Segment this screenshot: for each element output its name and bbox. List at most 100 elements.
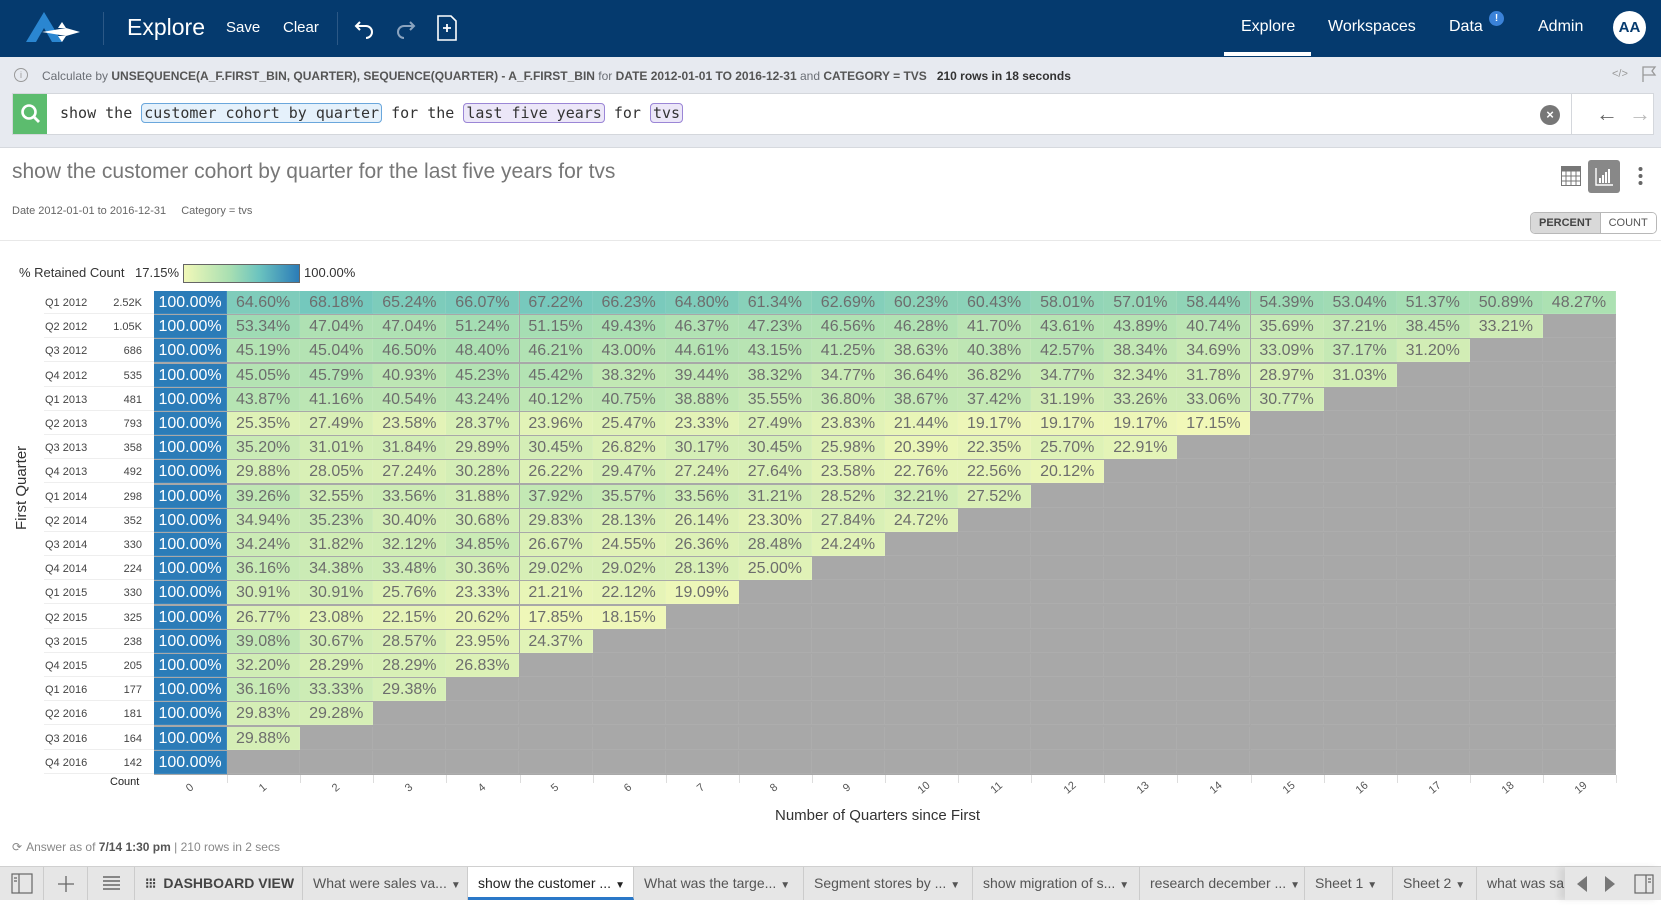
sheet-list-button[interactable] [88, 867, 135, 900]
heatmap-cell[interactable]: 45.19% [227, 339, 301, 363]
heatmap-cell[interactable]: 46.56% [811, 315, 885, 339]
heatmap-cell[interactable]: 36.64% [885, 363, 959, 387]
heatmap-cell[interactable]: 100.00% [154, 484, 228, 508]
heatmap-cell[interactable]: 28.13% [665, 557, 739, 581]
app-logo-icon[interactable] [22, 10, 82, 46]
heatmap-cell[interactable]: 20.62% [446, 605, 520, 629]
heatmap-cell[interactable]: 26.67% [519, 533, 593, 556]
heatmap-cell[interactable]: 27.64% [738, 460, 812, 484]
heatmap-cell[interactable]: 38.34% [1104, 339, 1178, 363]
clear-button[interactable]: Clear [283, 19, 319, 36]
heatmap-cell[interactable]: 33.21% [1469, 315, 1543, 339]
heatmap-cell[interactable]: 64.80% [665, 291, 739, 314]
heatmap-cell[interactable]: 100.00% [154, 557, 228, 581]
heatmap-cell[interactable]: 46.37% [665, 315, 739, 339]
heatmap-cell[interactable]: 31.19% [1031, 387, 1105, 411]
heatmap-cell[interactable]: 20.39% [885, 436, 959, 460]
heatmap-cell[interactable]: 61.34% [738, 291, 812, 314]
nav-explore[interactable]: Explore [1241, 18, 1296, 35]
heatmap-cell[interactable]: 100.00% [154, 581, 228, 605]
tab-dropdown-icon[interactable]: ▼ [450, 880, 461, 891]
heatmap-cell[interactable]: 28.48% [738, 533, 812, 556]
heatmap-cell[interactable]: 100.00% [154, 533, 228, 556]
heatmap-cell[interactable]: 65.24% [373, 291, 447, 314]
heatmap-cell[interactable]: 31.21% [738, 484, 812, 508]
heatmap-cell[interactable]: 19.09% [665, 581, 739, 605]
heatmap-cell[interactable]: 67.22% [519, 291, 593, 314]
heatmap-cell[interactable]: 29.28% [300, 702, 374, 726]
heatmap-cell[interactable]: 23.96% [519, 412, 593, 435]
heatmap-cell[interactable]: 48.40% [446, 339, 520, 363]
heatmap-cell[interactable]: 37.17% [1323, 339, 1397, 363]
heatmap-cell[interactable]: 33.56% [665, 484, 739, 508]
heatmap-cell[interactable]: 33.56% [373, 484, 447, 508]
heatmap-cell[interactable]: 45.23% [446, 363, 520, 387]
heatmap-cell[interactable]: 37.21% [1323, 315, 1397, 339]
heatmap-cell[interactable]: 26.22% [519, 460, 593, 484]
heatmap-cell[interactable]: 34.69% [1177, 339, 1251, 363]
heatmap-cell[interactable]: 30.67% [300, 629, 374, 653]
heatmap-cell[interactable]: 28.52% [811, 484, 885, 508]
heatmap-cell[interactable]: 30.77% [1250, 387, 1324, 411]
heatmap-cell[interactable]: 43.87% [227, 387, 301, 411]
heatmap-cell[interactable]: 37.42% [958, 387, 1032, 411]
sheet-tab[interactable]: research december ... ▼ [1140, 867, 1305, 900]
heatmap-cell[interactable]: 22.12% [592, 581, 666, 605]
query-token-filter[interactable]: tvs [650, 103, 684, 123]
heatmap-cell[interactable]: 100.00% [154, 460, 228, 484]
heatmap-cell[interactable]: 32.34% [1104, 363, 1178, 387]
add-sheet-button[interactable] [44, 867, 88, 900]
heatmap-cell[interactable]: 47.04% [373, 315, 447, 339]
heatmap-cell[interactable]: 43.15% [738, 339, 812, 363]
search-query-text[interactable]: show the customer cohort by quarter for … [60, 103, 684, 123]
heatmap-cell[interactable]: 21.21% [519, 581, 593, 605]
heatmap-cell[interactable]: 60.23% [885, 291, 959, 314]
heatmap-cell[interactable]: 34.24% [227, 533, 301, 556]
heatmap-cell[interactable]: 26.82% [592, 436, 666, 460]
heatmap-cell[interactable]: 28.57% [373, 629, 447, 653]
heatmap-cell[interactable]: 30.68% [446, 508, 520, 532]
tab-dropdown-icon[interactable]: ▼ [1119, 880, 1130, 891]
search-input[interactable]: show the customer cohort by quarter for … [12, 93, 1654, 135]
heatmap-cell[interactable]: 29.02% [592, 557, 666, 581]
heatmap-cell[interactable]: 100.00% [154, 702, 228, 726]
save-button[interactable]: Save [226, 19, 261, 36]
heatmap-cell[interactable]: 30.40% [373, 508, 447, 532]
heatmap-cell[interactable]: 100.00% [154, 436, 228, 460]
heatmap-cell[interactable]: 40.54% [373, 387, 447, 411]
count-toggle[interactable]: COUNT [1600, 213, 1656, 233]
heatmap-cell[interactable]: 38.45% [1396, 315, 1470, 339]
heatmap-cell[interactable]: 23.08% [300, 605, 374, 629]
toggle-panel-button[interactable] [0, 867, 44, 900]
heatmap-cell[interactable]: 28.37% [446, 412, 520, 435]
heatmap-cell[interactable]: 25.00% [738, 557, 812, 581]
heatmap-cell[interactable]: 36.82% [958, 363, 1032, 387]
heatmap-cell[interactable]: 100.00% [154, 750, 228, 774]
tab-dropdown-icon[interactable]: ▼ [1455, 880, 1466, 891]
redo-icon[interactable] [394, 16, 418, 40]
heatmap-cell[interactable]: 23.30% [738, 508, 812, 532]
heatmap-cell[interactable]: 100.00% [154, 387, 228, 411]
clear-search-icon[interactable]: × [1540, 105, 1560, 125]
flag-icon[interactable] [1641, 66, 1657, 83]
heatmap-cell[interactable]: 31.88% [446, 484, 520, 508]
heatmap-cell[interactable]: 21.44% [885, 412, 959, 435]
heatmap-cell[interactable]: 39.44% [665, 363, 739, 387]
heatmap-cell[interactable]: 30.17% [665, 436, 739, 460]
chart-view-button[interactable] [1588, 160, 1620, 193]
heatmap-cell[interactable]: 30.91% [300, 581, 374, 605]
heatmap-cell[interactable]: 45.04% [300, 339, 374, 363]
heatmap-cell[interactable]: 34.94% [227, 508, 301, 532]
heatmap-cell[interactable]: 23.95% [446, 629, 520, 653]
heatmap-cell[interactable]: 38.32% [592, 363, 666, 387]
heatmap-cell[interactable]: 29.47% [592, 460, 666, 484]
sheet-tab[interactable]: show the customer ... ▼ [468, 867, 634, 900]
heatmap-cell[interactable]: 28.29% [373, 654, 447, 677]
tab-dropdown-icon[interactable]: ▼ [615, 880, 625, 891]
heatmap-cell[interactable]: 36.16% [227, 678, 301, 702]
sheet-tab[interactable]: Sheet 2 ▼ [1393, 867, 1477, 900]
heatmap-cell[interactable]: 29.88% [227, 460, 301, 484]
heatmap-cell[interactable]: 31.82% [300, 533, 374, 556]
heatmap-cell[interactable]: 46.50% [373, 339, 447, 363]
heatmap-cell[interactable]: 100.00% [154, 629, 228, 653]
